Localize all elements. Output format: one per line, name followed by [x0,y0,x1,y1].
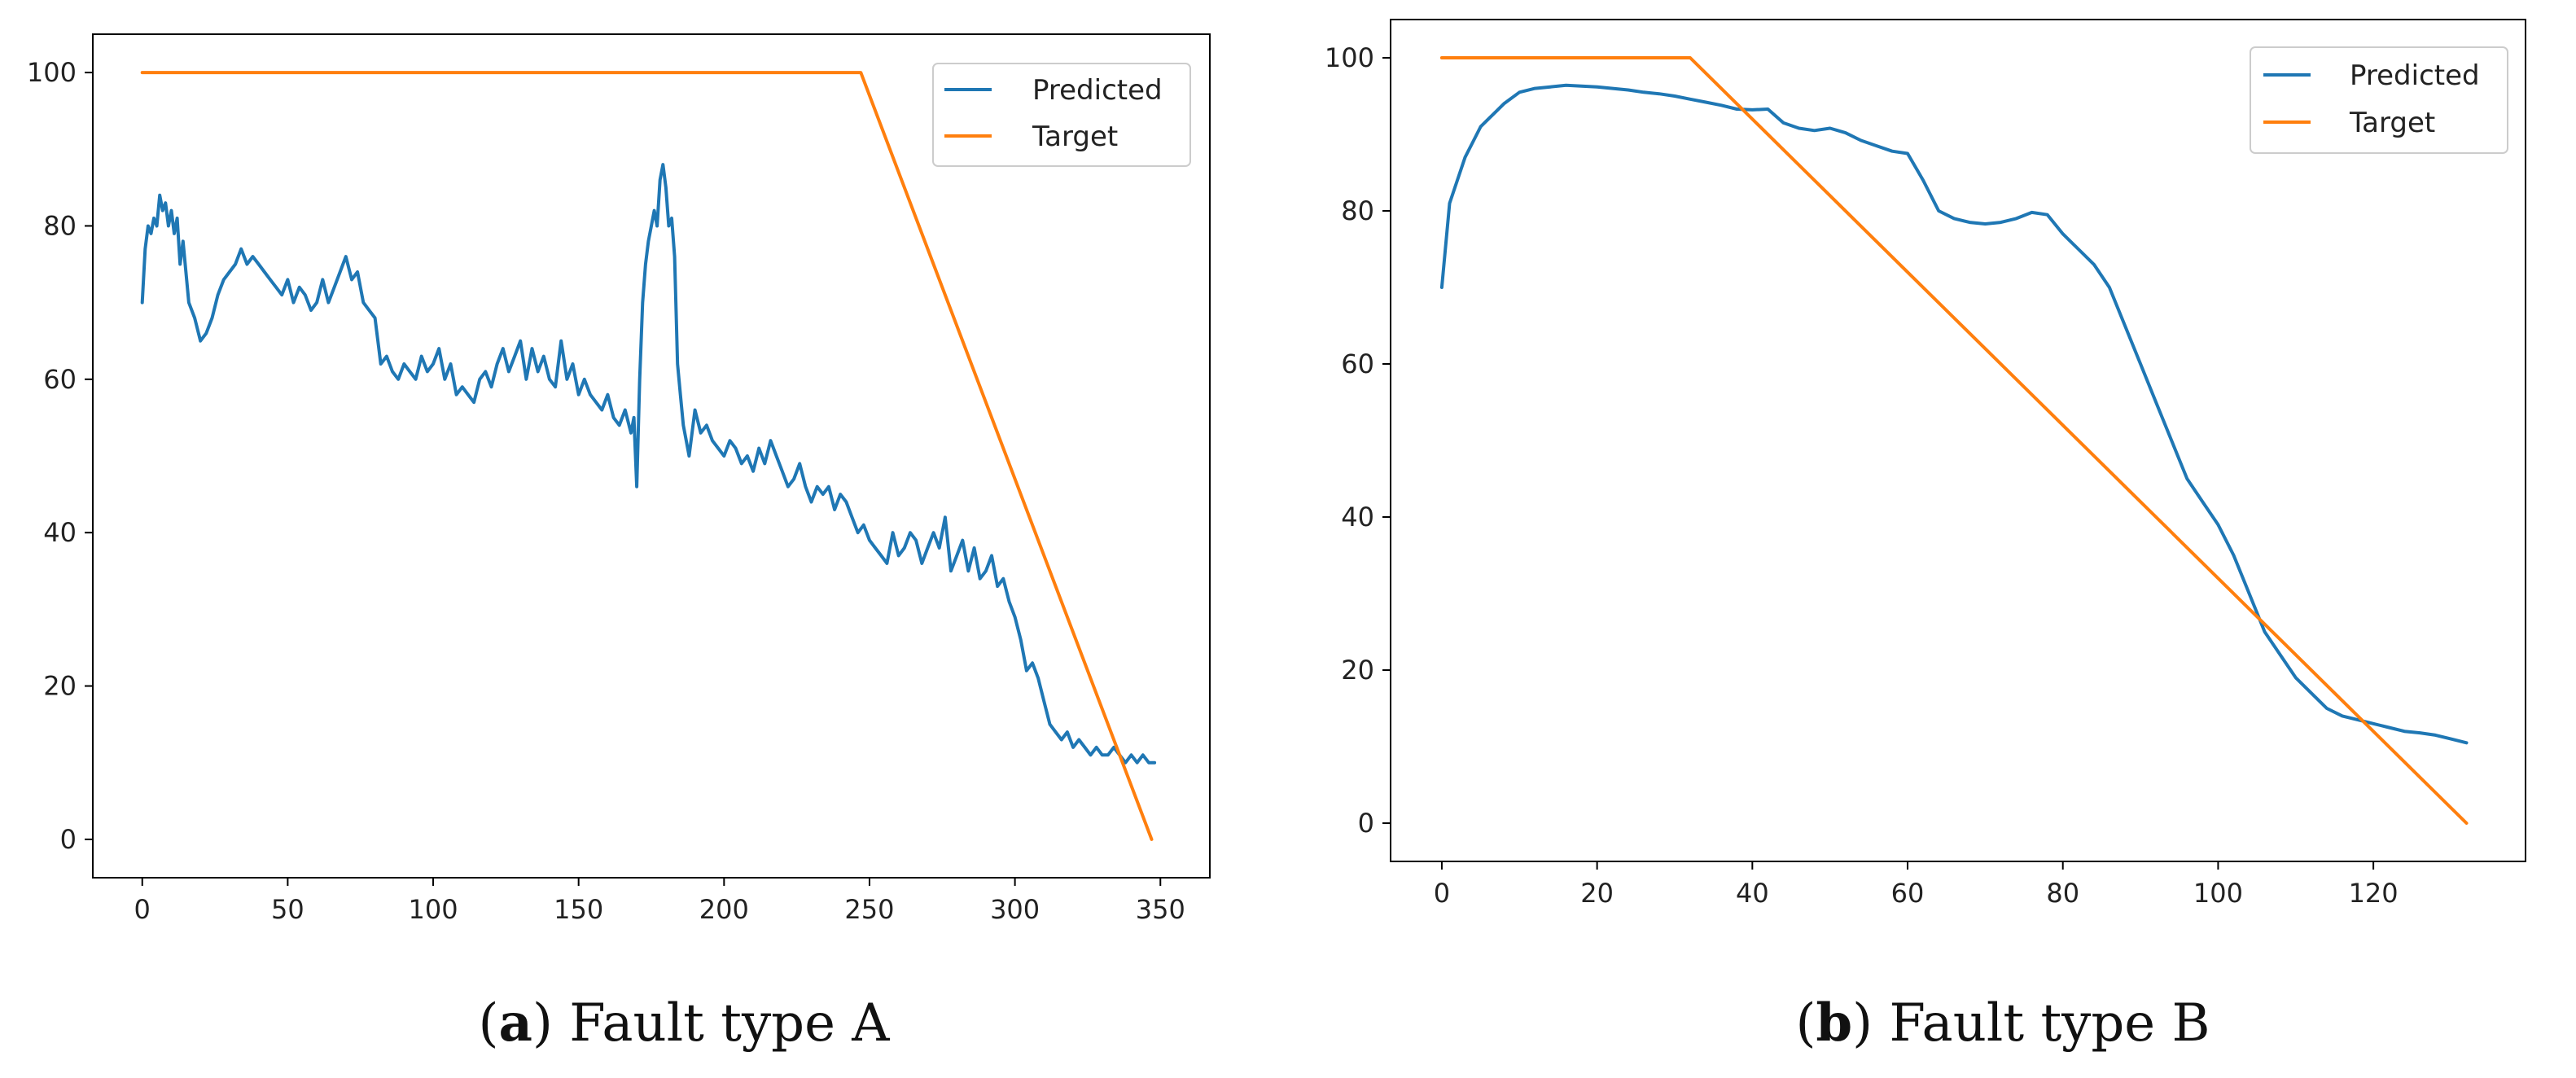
x-tick-label-a-5: 250 [844,894,894,925]
x-tick-label-a-6: 300 [990,894,1040,925]
caption-letter-a: a [498,993,532,1054]
x-tick-label-a-1: 50 [271,894,304,925]
legend-box-b [2250,46,2508,154]
y-tick-label-a-1: 20 [43,671,77,702]
legend-target-label-b: Target [2349,107,2435,139]
y-tick-label-b-3: 60 [1341,348,1374,379]
x-tick-label-a-7: 350 [1136,894,1185,925]
series-line-target-b [1439,56,2469,825]
legend-a: Predicted Target [932,63,1191,167]
series-line-target-a [140,71,1154,841]
legend-target-label-a: Target [1032,121,1118,153]
caption-b: (b) Fault type B [1795,993,2210,1054]
x-tick-label-b-1: 20 [1580,878,1614,909]
y-tick-label-b-0: 0 [1358,808,1374,839]
x-tick-label-a-3: 150 [554,894,603,925]
x-tick-label-a-2: 100 [408,894,458,925]
series-group-a [140,71,1157,841]
axis-ticks-b: 0 20 40 60 80 100 120 0 20 40 60 80 100 [1325,42,2399,909]
caption-a: (a) Fault type A [479,993,891,1054]
x-tick-label-b-5: 100 [2193,878,2243,909]
chart-panel-b: 0 20 40 60 80 100 120 0 20 40 60 80 100 Predicted Ta… [1325,19,2526,1054]
y-tick-label-a-3: 60 [43,364,77,395]
caption-letter-b: b [1816,993,1852,1054]
caption-close-paren-b: ) [1852,993,1889,1054]
x-tick-label-b-3: 60 [1891,878,1925,909]
y-tick-label-a-5: 100 [27,57,77,88]
caption-label-a: Fault type A [569,993,890,1054]
plot-area-b [1390,19,2526,862]
legend-b: Predicted Target [2250,46,2508,154]
legend-box-a [932,63,1191,167]
caption-close-paren-a: ) [532,993,569,1054]
x-tick-label-b-0: 0 [1434,878,1450,909]
y-tick-label-b-2: 40 [1341,502,1374,532]
series-group-b [1439,56,2469,825]
x-tick-label-a-0: 0 [134,894,151,925]
caption-open-paren-a: ( [479,993,499,1054]
axis-ticks-a: 0 50 100 150 200 250 300 350 0 20 40 60 80 100 [27,57,1185,925]
legend-predicted-label-a: Predicted [1032,74,1163,107]
caption-open-paren-b: ( [1795,993,1816,1054]
y-tick-label-b-5: 100 [1325,42,1374,73]
x-tick-label-b-4: 80 [2046,878,2079,909]
plot-area-a [92,33,1211,879]
x-tick-label-b-2: 40 [1736,878,1769,909]
x-tick-label-a-4: 200 [699,894,749,925]
x-tick-label-b-6: 120 [2349,878,2399,909]
chart-panel-a: 0 50 100 150 200 250 300 350 0 20 40 60 80 100 Predic… [27,33,1211,1054]
series-line-predicted-b [1439,83,2469,745]
y-tick-label-b-4: 80 [1341,195,1374,226]
series-line-predicted-a [140,163,1157,765]
y-tick-label-a-0: 0 [60,824,77,855]
y-tick-label-a-4: 80 [43,210,77,241]
legend-predicted-label-b: Predicted [2350,59,2480,92]
caption-label-b: Fault type B [1889,993,2210,1054]
y-tick-label-a-2: 40 [43,517,77,548]
y-tick-label-b-1: 20 [1341,655,1374,686]
